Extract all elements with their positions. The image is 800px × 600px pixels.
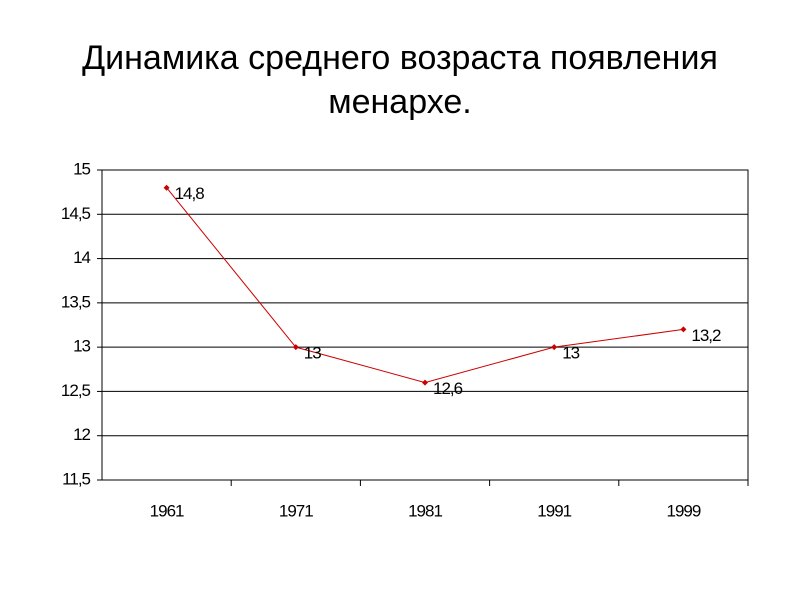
data-label: 12,6 — [433, 379, 463, 398]
y-tick-label: 13,5 — [61, 292, 91, 311]
data-point — [680, 326, 687, 333]
y-tick-label: 15 — [73, 159, 90, 178]
data-line — [166, 187, 684, 384]
x-tick-label: 1981 — [408, 501, 442, 520]
data-label: 13,2 — [691, 326, 721, 345]
x-tick-label: 1971 — [279, 501, 313, 520]
y-tick-label: 14 — [73, 248, 90, 267]
data-label: 13 — [562, 344, 579, 363]
data-point — [163, 184, 170, 191]
x-tick-label: 1999 — [666, 501, 700, 520]
data-point — [292, 344, 299, 351]
data-label: 13 — [304, 344, 321, 363]
x-tick-label: 1961 — [150, 501, 184, 520]
data-point — [422, 379, 428, 386]
data-label: 14,8 — [175, 184, 205, 203]
y-tick-label: 13 — [73, 337, 90, 356]
x-tick-label: 1991 — [537, 501, 571, 520]
y-tick-label: 12 — [73, 425, 90, 444]
y-tick-label: 12,5 — [61, 381, 91, 400]
chart-title: Динамика среднего возраста появления мен… — [82, 39, 718, 121]
y-tick-label: 14,5 — [61, 204, 91, 223]
data-point — [551, 344, 558, 351]
plot-frame — [101, 169, 749, 481]
y-tick-label: 11,5 — [62, 469, 90, 488]
